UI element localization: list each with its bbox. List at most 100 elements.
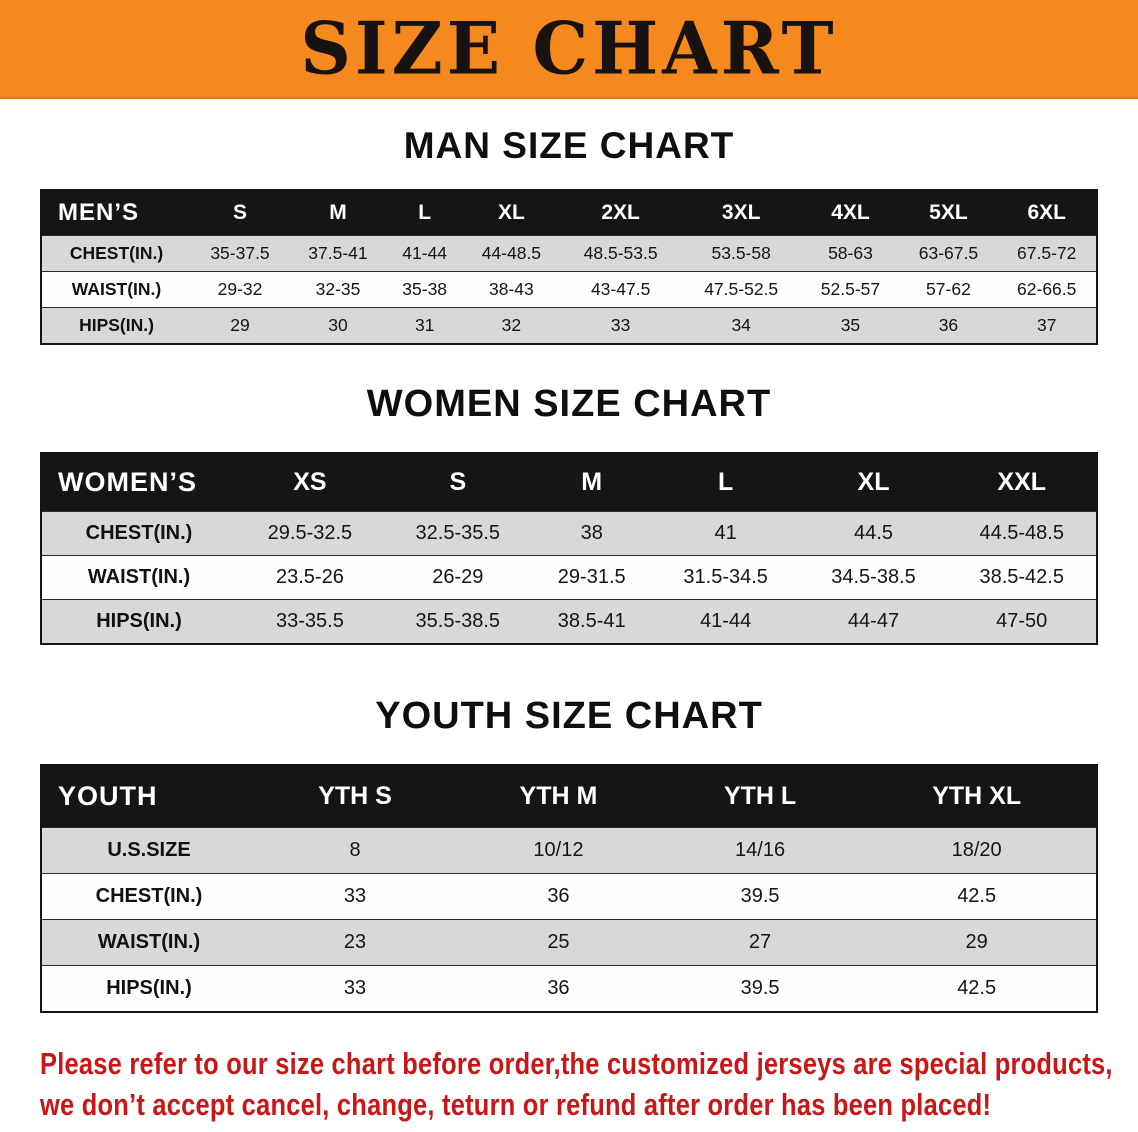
value-cell: 58-63 xyxy=(828,243,873,263)
size-header-cell: XL xyxy=(799,453,948,512)
table-row: CHEST(IN.) 29.5-32.5 32.5-35.5 38 41 44.5 44.5… xyxy=(41,511,1097,556)
table-title-cell: MEN’S xyxy=(41,190,191,236)
size-header-cell: 3XL xyxy=(680,190,802,236)
value-cell: 42.5 xyxy=(957,885,997,907)
row-label-cell: WAIST(IN.) xyxy=(87,566,191,588)
value-cell: 23.5-26 xyxy=(276,566,344,588)
value-cell: 44.5 xyxy=(854,522,893,544)
table-row: CHEST(IN.) 35-37.5 37.5-41 41-44 44-48.5 48.5… xyxy=(41,235,1097,272)
value-cell: 48.5-53.5 xyxy=(583,243,658,263)
table-title-cell: YOUTH xyxy=(41,765,256,828)
value-cell: 26-29 xyxy=(432,566,484,588)
value-cell: 38 xyxy=(580,522,603,544)
table-row: U.S.SIZE 8 10/12 14/16 18/20 xyxy=(41,827,1097,874)
table-header-row: MEN’S S M L XL 2XL 3XL 4XL 5XL 6XL xyxy=(41,190,1097,236)
value-cell: 67.5-72 xyxy=(1017,243,1077,263)
value-cell: 38.5-42.5 xyxy=(979,566,1064,588)
women-size-section: WOMEN SIZE CHART WOMEN’S XS S M L XL XXL CHEST(… xyxy=(0,383,1138,645)
value-cell: 35-38 xyxy=(402,279,448,299)
value-cell: 18/20 xyxy=(951,839,1002,861)
table-row: HIPS(IN.) 33-35.5 35.5-38.5 38.5-41 41-44 44-… xyxy=(41,599,1097,644)
value-cell: 57-62 xyxy=(926,279,971,299)
size-header-cell: S xyxy=(191,190,289,236)
size-header-cell: S xyxy=(383,453,532,512)
value-cell: 44.5-48.5 xyxy=(979,522,1064,544)
size-header-cell: XS xyxy=(236,453,384,512)
size-header-cell: 6XL xyxy=(997,190,1097,236)
value-cell: 43-47.5 xyxy=(590,279,651,299)
size-header-cell: XL xyxy=(462,190,561,236)
value-cell: 33 xyxy=(343,885,367,907)
row-label-cell: HIPS(IN.) xyxy=(79,315,154,335)
size-header-cell: M xyxy=(531,453,652,512)
size-header-cell: XXL xyxy=(947,453,1097,512)
table-header-row: WOMEN’S XS S M L XL XXL xyxy=(41,453,1097,512)
value-cell: 39.5 xyxy=(740,977,780,999)
value-cell: 47.5-52.5 xyxy=(704,279,779,299)
value-cell: 47-50 xyxy=(996,610,1048,632)
banner-title: SIZE CHART xyxy=(300,5,838,91)
value-cell: 34 xyxy=(731,315,751,335)
disclaimer: Please refer to our size chart before or… xyxy=(40,1043,1138,1125)
disclaimer-line-2: we don’t accept cancel, change, teturn o… xyxy=(40,1087,992,1122)
value-cell: 29-31.5 xyxy=(557,566,626,588)
size-header-cell: L xyxy=(386,190,463,236)
value-cell: 31 xyxy=(414,315,435,335)
row-label-cell: U.S.SIZE xyxy=(107,839,191,861)
value-cell: 29 xyxy=(230,315,250,335)
table-title-cell: WOMEN’S xyxy=(41,453,236,512)
value-cell: 31.5-34.5 xyxy=(683,566,768,588)
women-section-heading: WOMEN SIZE CHART xyxy=(366,383,772,425)
value-cell: 32-35 xyxy=(315,279,361,299)
value-cell: 34.5-38.5 xyxy=(831,566,916,588)
youth-size-section: YOUTH SIZE CHART YOUTH YTH S YTH M YTH L YTH… xyxy=(0,695,1138,1013)
value-cell: 8 xyxy=(349,839,361,861)
table-header-row: YOUTH YTH S YTH M YTH L YTH XL xyxy=(41,765,1097,828)
row-label-cell: HIPS(IN.) xyxy=(96,610,182,632)
value-cell: 37 xyxy=(1036,315,1057,335)
value-cell: 35-37.5 xyxy=(210,243,270,263)
men-size-table: MEN’S S M L XL 2XL 3XL 4XL 5XL 6XL CHEST(IN.) 35-37… xyxy=(40,189,1098,345)
table-row: CHEST(IN.) 33 36 39.5 42.5 xyxy=(41,873,1097,920)
size-header-cell: YTH M xyxy=(454,765,663,828)
value-cell: 63-67.5 xyxy=(918,243,979,263)
value-cell: 36 xyxy=(938,315,959,335)
row-label-cell: CHEST(IN.) xyxy=(69,243,164,263)
value-cell: 36 xyxy=(547,885,570,907)
row-label-cell: CHEST(IN.) xyxy=(85,522,193,544)
value-cell: 42.5 xyxy=(957,977,997,999)
value-cell: 53.5-58 xyxy=(711,243,771,263)
size-header-cell: 2XL xyxy=(560,190,681,236)
value-cell: 14/16 xyxy=(735,839,786,861)
youth-section-heading: YOUTH SIZE CHART xyxy=(375,695,763,737)
size-header-cell: M xyxy=(288,190,387,236)
value-cell: 35.5-38.5 xyxy=(415,610,501,632)
value-cell: 23 xyxy=(343,931,367,953)
women-size-table: WOMEN’S XS S M L XL XXL CHEST(IN.) 29.5-32.5 32.5… xyxy=(40,452,1098,645)
value-cell: 36 xyxy=(547,977,570,999)
size-header-cell: 4XL xyxy=(801,190,900,236)
value-cell: 44-48.5 xyxy=(481,243,542,263)
value-cell: 38-43 xyxy=(488,279,534,299)
size-header-cell: L xyxy=(651,453,800,512)
row-label-cell: WAIST(IN.) xyxy=(71,279,162,299)
value-cell: 10/12 xyxy=(533,839,584,861)
value-cell: 44-47 xyxy=(847,610,900,632)
youth-size-table: YOUTH YTH S YTH M YTH L YTH XL U.S.SIZE 8 10/12… xyxy=(40,764,1098,1013)
men-section-heading: MAN SIZE CHART xyxy=(403,125,735,166)
size-header-cell: YTH XL xyxy=(857,765,1097,828)
value-cell: 41-44 xyxy=(700,610,752,632)
value-cell: 30 xyxy=(328,315,348,335)
value-cell: 37.5-41 xyxy=(308,243,368,263)
table-row: WAIST(IN.) 23 25 27 29 xyxy=(41,919,1097,966)
value-cell: 39.5 xyxy=(740,885,780,907)
value-cell: 29 xyxy=(965,931,988,953)
value-cell: 35 xyxy=(840,315,861,335)
size-header-cell: YTH S xyxy=(256,765,455,828)
value-cell: 41 xyxy=(714,522,737,544)
value-cell: 41-44 xyxy=(402,243,448,263)
value-cell: 29-32 xyxy=(217,279,263,299)
row-label-cell: HIPS(IN.) xyxy=(106,977,192,999)
men-size-section: MAN SIZE CHART MEN’S S M L XL 2XL 3XL 4XL 5XL 6XL… xyxy=(0,125,1138,345)
size-header-cell: YTH L xyxy=(662,765,858,828)
